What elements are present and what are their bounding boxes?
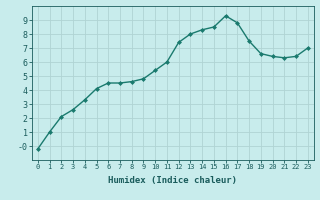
X-axis label: Humidex (Indice chaleur): Humidex (Indice chaleur) bbox=[108, 176, 237, 185]
